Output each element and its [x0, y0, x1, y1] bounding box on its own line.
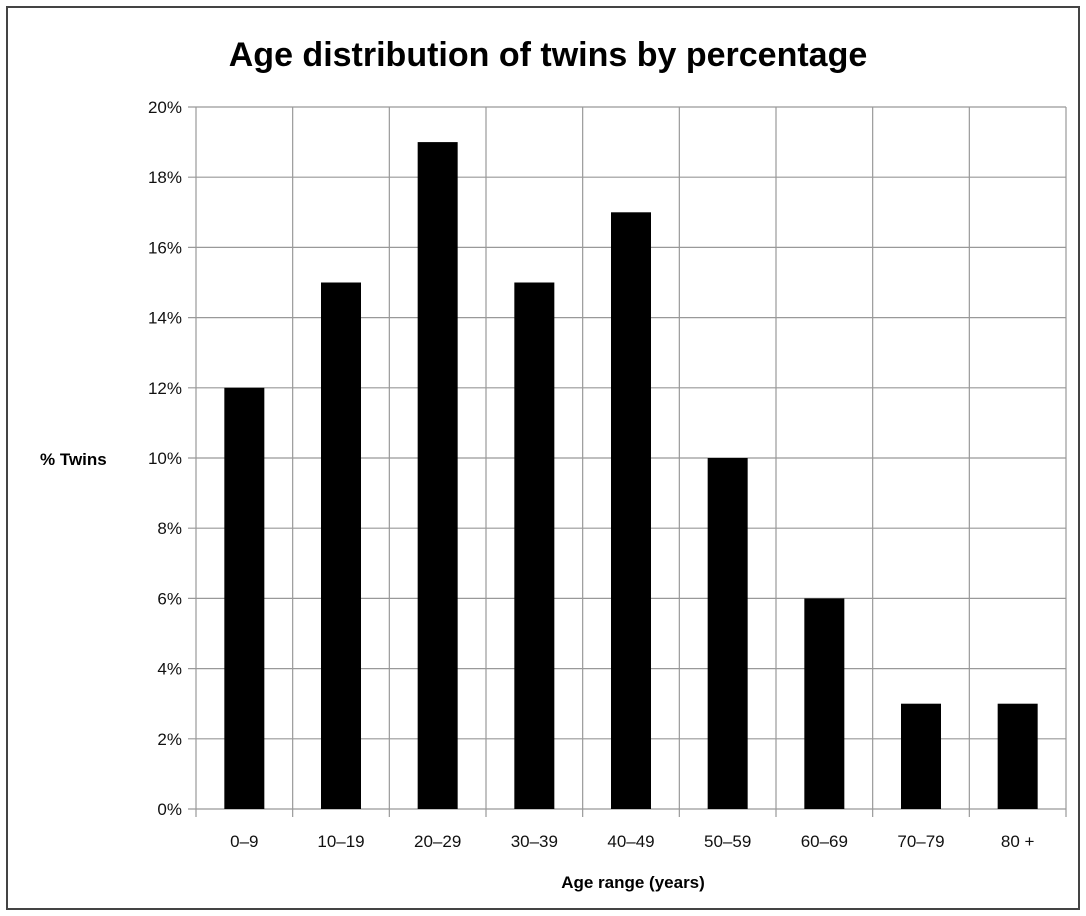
- y-tick-label: 0%: [157, 800, 182, 819]
- bar: [224, 387, 265, 809]
- y-axis-label: % Twins: [40, 450, 107, 469]
- y-tick-label: 12%: [148, 379, 182, 398]
- y-axis-ticks: 0% 2% 4% 6% 8% 10% 12% 14% 16% 18% 20%: [148, 98, 182, 819]
- y-tick-label: 6%: [157, 589, 182, 608]
- x-tick-label: 30–39: [511, 832, 558, 851]
- bar: [707, 458, 748, 809]
- bar: [417, 142, 458, 810]
- chart-title: Age distribution of twins by percentage: [229, 36, 868, 74]
- y-tick-label: 10%: [148, 449, 182, 468]
- x-tick-label: 50–59: [704, 832, 751, 851]
- x-tick-label: 0–9: [230, 832, 258, 851]
- x-tick-label: 60–69: [801, 832, 848, 851]
- y-tick-label: 18%: [148, 168, 182, 187]
- x-tick-label: 10–19: [317, 832, 364, 851]
- x-tick-label: 80 +: [1001, 832, 1035, 851]
- y-tick-label: 8%: [157, 519, 182, 538]
- bar: [611, 212, 651, 810]
- bars: [224, 142, 1038, 810]
- y-tick-label: 4%: [157, 660, 182, 679]
- y-tick-label: 16%: [148, 238, 182, 257]
- x-axis-ticks: 0–9 10–19 20–29 30–39 40–49 50–59 60–69 70–79 80…: [230, 832, 1034, 851]
- bar: [321, 282, 361, 809]
- bar: [514, 282, 555, 809]
- bar: [997, 703, 1038, 809]
- x-tick-label: 40–49: [607, 832, 654, 851]
- bar: [804, 598, 845, 809]
- y-tick-label: 14%: [148, 309, 182, 328]
- x-tick-label: 70–79: [897, 832, 944, 851]
- y-tick-label: 20%: [148, 98, 182, 117]
- x-tick-label: 20–29: [414, 832, 461, 851]
- x-axis-label: Age range (years): [561, 873, 705, 892]
- y-tick-label: 2%: [157, 730, 182, 749]
- bar: [901, 703, 941, 809]
